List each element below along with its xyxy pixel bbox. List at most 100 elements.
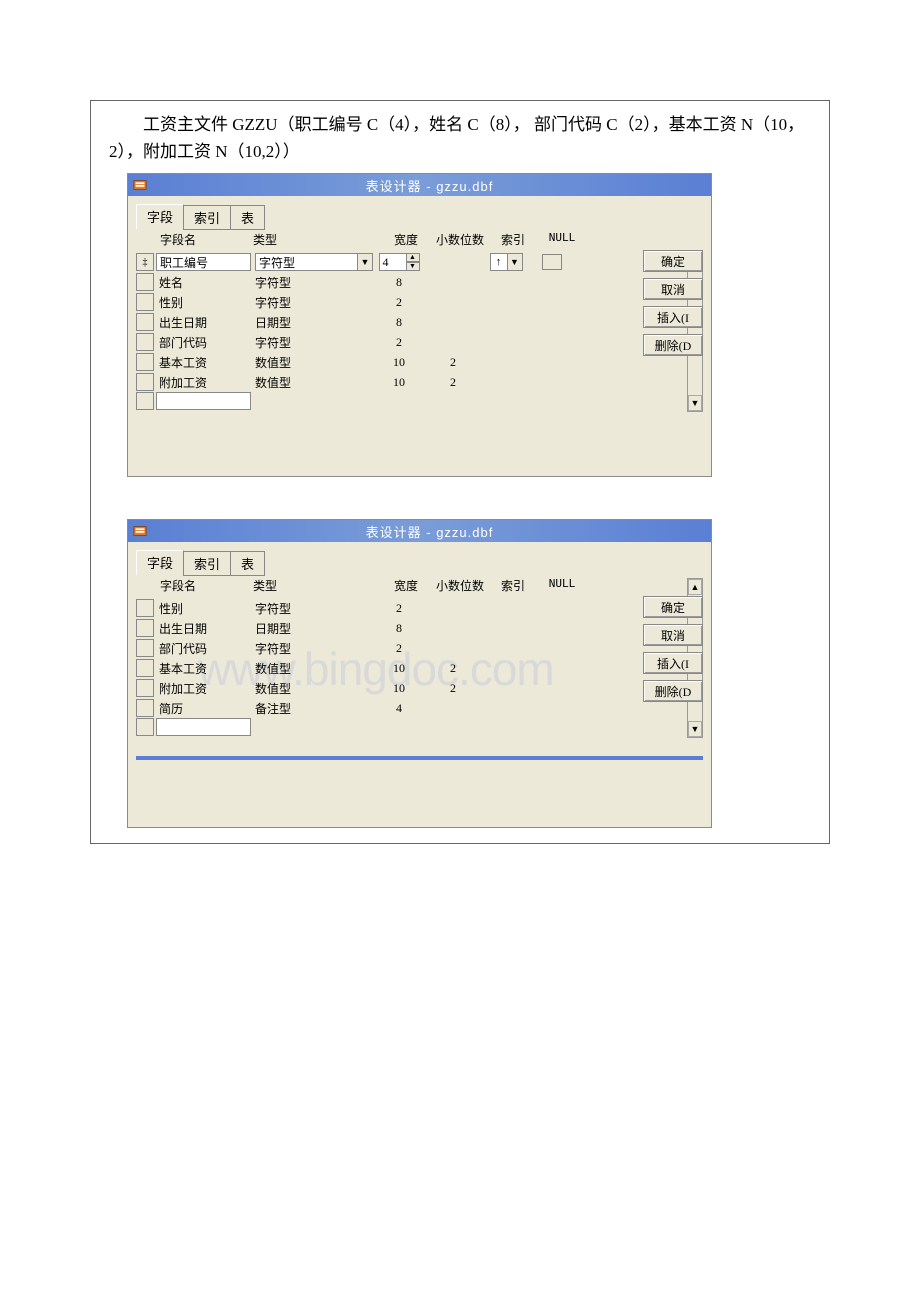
- scroll-up-icon[interactable]: ▲: [688, 579, 702, 595]
- row-handle-icon[interactable]: [136, 353, 154, 371]
- field-row[interactable]: 基本工资数值型102: [136, 352, 613, 372]
- spinner-down-icon[interactable]: ▼: [406, 262, 420, 271]
- field-name-input[interactable]: [156, 718, 251, 736]
- header-null: NULL: [537, 577, 587, 594]
- row-handle-icon[interactable]: [136, 639, 154, 657]
- field-row[interactable]: 附加工资数值型102: [136, 372, 613, 392]
- window-body: 字段 索引 表 字段名 类型 宽度 小数位数 索引 NULL: [128, 196, 711, 476]
- field-name-cell[interactable]: 基本工资: [156, 659, 251, 677]
- field-name-cell[interactable]: 附加工资: [156, 373, 251, 391]
- row-handle-icon[interactable]: [136, 333, 154, 351]
- field-row[interactable]: 出生日期日期型8: [136, 312, 613, 332]
- field-row[interactable]: 出生日期日期型8: [136, 618, 613, 638]
- tab-index[interactable]: 索引: [183, 205, 231, 230]
- tabs: 字段 索引 表: [136, 204, 703, 229]
- field-name-cell[interactable]: 性别: [156, 599, 251, 617]
- field-row[interactable]: 姓名字符型8: [136, 272, 613, 292]
- scroll-down-icon[interactable]: ▼: [688, 395, 702, 411]
- type-cell: 字符型: [251, 600, 374, 617]
- width-cell: 2: [374, 335, 424, 350]
- field-row[interactable]: 附加工资数值型102: [136, 678, 613, 698]
- chevron-down-icon[interactable]: ▼: [507, 253, 523, 271]
- type-cell: 数值型: [251, 660, 374, 677]
- header-type: 类型: [253, 577, 381, 594]
- row-handle-icon[interactable]: [136, 273, 154, 291]
- row-handle-icon[interactable]: [136, 373, 154, 391]
- width-cell: 4: [374, 701, 424, 716]
- insert-button[interactable]: 插入(I: [643, 652, 703, 674]
- row-handle-icon[interactable]: [136, 619, 154, 637]
- field-name-cell[interactable]: 出生日期: [156, 313, 251, 331]
- row-handle-icon[interactable]: [136, 599, 154, 617]
- index-dropdown[interactable]: ↑ ▼: [490, 253, 523, 271]
- row-handle-icon[interactable]: [136, 313, 154, 331]
- field-name-cell[interactable]: 基本工资: [156, 353, 251, 371]
- row-handle-icon[interactable]: ‡: [136, 253, 154, 271]
- field-name-cell[interactable]: 性别: [156, 293, 251, 311]
- header-null: NULL: [537, 231, 587, 248]
- row-handle-icon[interactable]: [136, 699, 154, 717]
- grid-headers: 字段名 类型 宽度 小数位数 索引 NULL: [136, 575, 613, 598]
- field-row[interactable]: 性别字符型2: [136, 598, 613, 618]
- field-row-active[interactable]: ‡ 职工编号 字符型 ▼ 4: [136, 252, 613, 272]
- tab-fields[interactable]: 字段: [136, 550, 184, 575]
- field-name-cell[interactable]: 附加工资: [156, 679, 251, 697]
- page: 工资主文件 GZZU（职工编号 C（4），姓名 C（8）， 部门代码 C（2），…: [0, 100, 920, 844]
- header-idx: 索引: [489, 231, 537, 248]
- tab-fields[interactable]: 字段: [136, 204, 184, 229]
- delete-button[interactable]: 删除(D: [643, 680, 703, 702]
- row-handle-icon[interactable]: [136, 718, 154, 736]
- field-name-cell[interactable]: 出生日期: [156, 619, 251, 637]
- ok-button[interactable]: 确定: [643, 250, 703, 272]
- width-spinner[interactable]: 4 ▲▼: [379, 253, 420, 271]
- window-title: 表设计器 - gzzu.dbf: [152, 522, 707, 541]
- delete-button[interactable]: 删除(D: [643, 334, 703, 356]
- scroll-down-icon[interactable]: ▼: [688, 721, 702, 737]
- type-cell: 字符型: [251, 274, 374, 291]
- width-cell: 8: [374, 621, 424, 636]
- null-toggle[interactable]: [542, 254, 562, 270]
- field-name-cell[interactable]: 部门代码: [156, 639, 251, 657]
- type-cell: 字符型: [251, 640, 374, 657]
- field-row[interactable]: 简历备注型4: [136, 698, 613, 718]
- field-name-cell[interactable]: 姓名: [156, 273, 251, 291]
- row-handle-icon[interactable]: [136, 392, 154, 410]
- ok-button[interactable]: 确定: [643, 596, 703, 618]
- decimal-cell: 2: [424, 375, 482, 390]
- tab-table[interactable]: 表: [230, 205, 265, 230]
- type-cell: 数值型: [251, 354, 374, 371]
- cancel-button[interactable]: 取消: [643, 278, 703, 300]
- field-row[interactable]: 部门代码字符型2: [136, 638, 613, 658]
- header-width: 宽度: [381, 231, 431, 248]
- title-bar: 表设计器 - gzzu.dbf: [128, 520, 711, 542]
- window-body: www.bingdoc.com 字段 索引 表 字段名 类型 宽度 小数位数: [128, 542, 711, 827]
- type-cell: 字符型: [251, 334, 374, 351]
- window-title: 表设计器 - gzzu.dbf: [152, 176, 707, 195]
- side-buttons: 确定 取消 插入(I 删除(D: [643, 596, 703, 702]
- decimal-cell: 2: [424, 661, 482, 676]
- width-cell: 8: [374, 275, 424, 290]
- field-grid: 字段名 类型 宽度 小数位数 索引 NULL 性别字符型2出生日期日期型8部门代…: [136, 575, 703, 738]
- spinner-up-icon[interactable]: ▲: [406, 253, 420, 262]
- type-dropdown[interactable]: 字符型 ▼: [255, 253, 373, 271]
- field-row[interactable]: 部门代码字符型2: [136, 332, 613, 352]
- row-handle-icon[interactable]: [136, 659, 154, 677]
- field-name-input[interactable]: [156, 392, 251, 410]
- tab-table[interactable]: 表: [230, 551, 265, 576]
- empty-row[interactable]: [136, 718, 613, 738]
- row-handle-icon[interactable]: [136, 679, 154, 697]
- tab-index[interactable]: 索引: [183, 551, 231, 576]
- field-name-cell[interactable]: 简历: [156, 699, 251, 717]
- field-name-cell[interactable]: 部门代码: [156, 333, 251, 351]
- empty-row[interactable]: [136, 392, 613, 412]
- chevron-down-icon[interactable]: ▼: [357, 253, 373, 271]
- type-cell: 日期型: [251, 620, 374, 637]
- cancel-button[interactable]: 取消: [643, 624, 703, 646]
- type-cell: 备注型: [251, 700, 374, 717]
- insert-button[interactable]: 插入(I: [643, 306, 703, 328]
- field-row[interactable]: 性别字符型2: [136, 292, 613, 312]
- field-name-input[interactable]: 职工编号: [156, 253, 251, 271]
- field-row[interactable]: 基本工资数值型102: [136, 658, 613, 678]
- side-buttons: 确定 取消 插入(I 删除(D: [643, 250, 703, 356]
- row-handle-icon[interactable]: [136, 293, 154, 311]
